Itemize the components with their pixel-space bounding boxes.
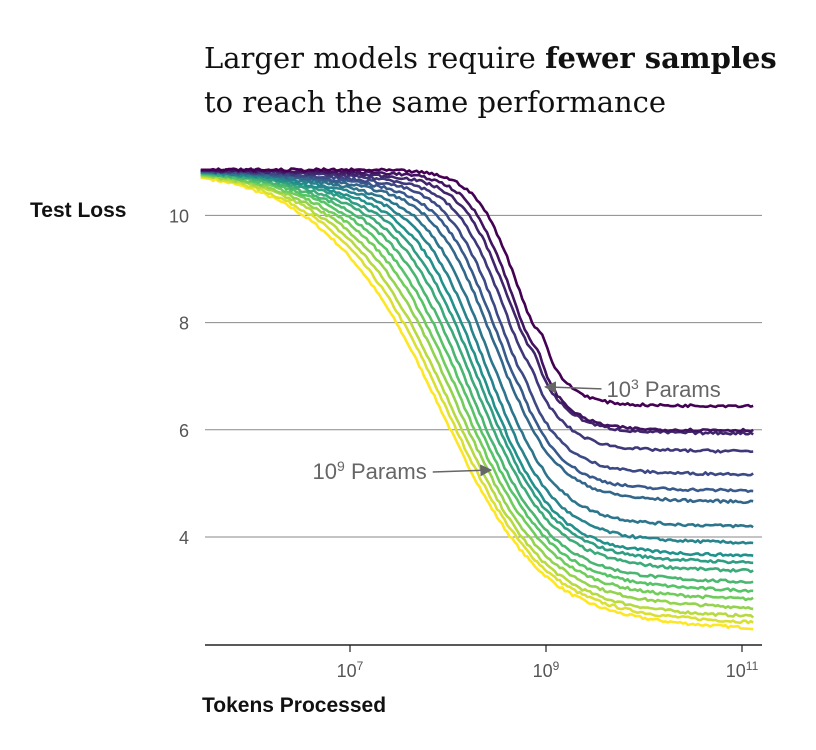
annotation-arrow-small [544, 381, 602, 394]
y-tick-4: 4 [179, 528, 189, 548]
series-line-12 [200, 171, 754, 574]
x-tick-11: 1011 [726, 659, 759, 681]
x-tick-9: 109 [533, 659, 560, 681]
series-line-14 [200, 172, 754, 593]
series-line-10 [200, 170, 754, 558]
y-tick-6: 6 [179, 421, 189, 441]
series-line-2 [200, 168, 754, 433]
y-tick-8: 8 [179, 314, 189, 334]
x-tick-7: 107 [337, 659, 364, 681]
series-line-19 [200, 176, 754, 631]
annotation-small-model: 103 Params [607, 376, 721, 402]
series-line-17 [200, 174, 755, 619]
series-line-7 [200, 170, 754, 505]
annotation-arrow-large [432, 464, 493, 477]
series-line-16 [200, 173, 754, 611]
grid-lines [205, 214, 762, 538]
y-tick-10: 10 [169, 206, 189, 226]
series-line-6 [200, 169, 754, 493]
x-tick-labels: 107 109 1011 [337, 645, 759, 681]
series-line-13 [200, 172, 754, 584]
annotation-large-model: 109 Params [313, 458, 427, 484]
title-line2: to reach the same performance [204, 85, 667, 119]
series-lines [200, 167, 755, 631]
series-line-1 [200, 167, 754, 409]
y-axis-label: Test Loss [30, 199, 127, 222]
chart-title: Larger models require fewer samples to r… [204, 36, 804, 124]
series-line-15 [200, 173, 754, 602]
series-line-4 [200, 168, 754, 454]
y-tick-labels: 4 6 8 10 [169, 206, 189, 548]
title-line1-bold: fewer samples [545, 41, 777, 75]
annotations: 103 Params 109 Params [313, 376, 721, 484]
title-line1-prefix: Larger models require [204, 41, 546, 75]
series-line-8 [200, 169, 754, 529]
x-axis-label: Tokens Processed [202, 694, 387, 717]
